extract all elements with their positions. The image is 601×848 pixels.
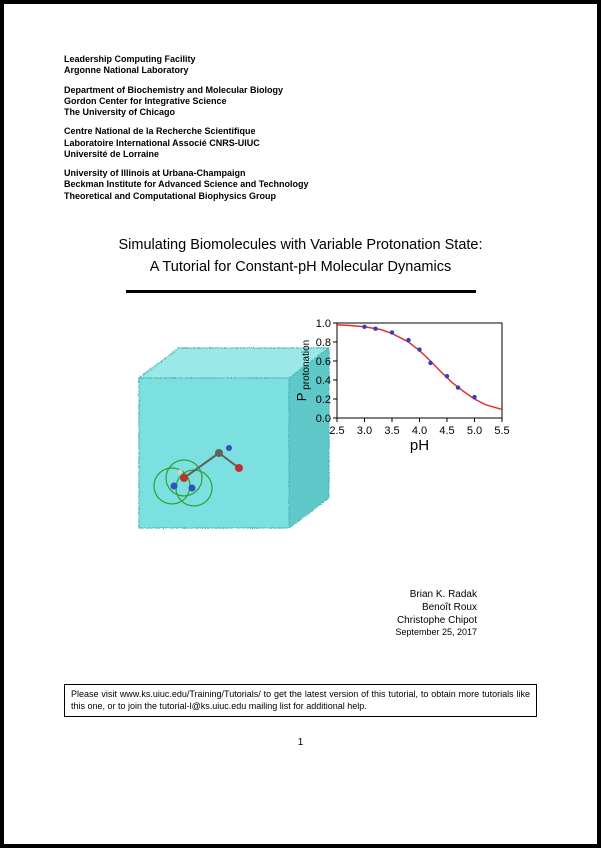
affiliation-line: Université de Lorraine bbox=[64, 149, 159, 159]
affiliation-line: Leadership Computing Facility bbox=[64, 54, 196, 64]
title-section: Simulating Biomolecules with Variable Pr… bbox=[64, 235, 537, 294]
main-title: Simulating Biomolecules with Variable Pr… bbox=[64, 235, 537, 279]
svg-text:1.0: 1.0 bbox=[316, 318, 331, 330]
affiliation-block: Leadership Computing FacilityArgonne Nat… bbox=[64, 54, 537, 77]
affiliation-line: Argonne National Laboratory bbox=[64, 65, 189, 75]
affiliation-block: University of Illinois at Urbana-Champai… bbox=[64, 168, 537, 202]
affiliation-line: Beckman Institute for Advanced Science a… bbox=[64, 179, 309, 189]
page-number: 1 bbox=[64, 737, 537, 748]
author-name: Brian K. Radak bbox=[64, 588, 477, 601]
svg-text:3.5: 3.5 bbox=[384, 425, 399, 437]
affiliation-line: Gordon Center for Integrative Science bbox=[64, 96, 227, 106]
titration-chart: 0.0 0.2 0.4 0.6 0.8 1.0 2.5 3.0 3.5 4.0 4.5 5.0 5.5 p… bbox=[292, 313, 512, 453]
affiliation-block: Centre National de la Recherche Scientif… bbox=[64, 126, 537, 160]
svg-text:4.0: 4.0 bbox=[412, 425, 427, 437]
title-rule bbox=[126, 290, 476, 293]
affiliation-line: University of Illinois at Urbana-Champai… bbox=[64, 168, 246, 178]
affiliation-line: Theoretical and Computational Biophysics… bbox=[64, 191, 276, 201]
footer-text: Please visit www.ks.uiuc.edu/Training/Tu… bbox=[71, 689, 530, 711]
svg-text:3.0: 3.0 bbox=[357, 425, 372, 437]
affiliation-block: Department of Biochemistry and Molecular… bbox=[64, 85, 537, 119]
svg-text:pH: pH bbox=[410, 437, 429, 453]
svg-text:5.5: 5.5 bbox=[494, 425, 509, 437]
svg-text:0.4: 0.4 bbox=[316, 375, 331, 387]
svg-text:0.6: 0.6 bbox=[316, 356, 331, 368]
date-line: September 25, 2017 bbox=[64, 627, 477, 639]
svg-text:2.5: 2.5 bbox=[329, 425, 344, 437]
svg-text:0.2: 0.2 bbox=[316, 394, 331, 406]
svg-text:4.5: 4.5 bbox=[439, 425, 454, 437]
footer-note-box: Please visit www.ks.uiuc.edu/Training/Tu… bbox=[64, 684, 537, 717]
affiliation-line: Department of Biochemistry and Molecular… bbox=[64, 85, 283, 95]
svg-text:0.8: 0.8 bbox=[316, 337, 331, 349]
affiliation-line: The University of Chicago bbox=[64, 107, 175, 117]
document-page: Leadership Computing FacilityArgonne Nat… bbox=[4, 4, 597, 844]
affiliation-line: Laboratoire International Associé CNRS-U… bbox=[64, 138, 260, 148]
svg-text:P protonation: P protonation bbox=[294, 340, 312, 402]
author-name: Christophe Chipot bbox=[64, 614, 477, 627]
svg-text:5.0: 5.0 bbox=[467, 425, 482, 437]
title-line-2: A Tutorial for Constant-pH Molecular Dyn… bbox=[150, 259, 451, 275]
authors-block: Brian K. RadakBenoît RouxChristophe Chip… bbox=[64, 588, 537, 639]
svg-text:0.0: 0.0 bbox=[316, 413, 331, 425]
author-name: Benoît Roux bbox=[64, 601, 477, 614]
affiliations-section: Leadership Computing FacilityArgonne Nat… bbox=[64, 54, 537, 210]
figure-area: 0.00.20.40.60.81.02.53.03.54.04.55.05.5p… bbox=[64, 328, 537, 568]
affiliation-line: Centre National de la Recherche Scientif… bbox=[64, 126, 256, 136]
title-line-1: Simulating Biomolecules with Variable Pr… bbox=[118, 237, 482, 253]
